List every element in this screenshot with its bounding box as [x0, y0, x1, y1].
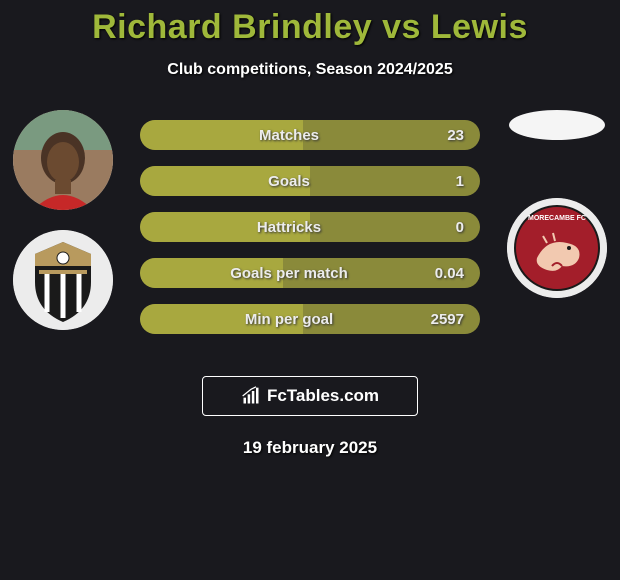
stat-label: Goals per match	[156, 265, 422, 282]
left-column	[8, 110, 118, 330]
morecambe-icon: MORECAMBE FC	[507, 198, 607, 298]
stat-value: 2597	[422, 311, 464, 328]
club-badge-left	[13, 230, 113, 330]
player-avatar-right-blank	[509, 110, 605, 140]
branding-text: FcTables.com	[267, 386, 379, 406]
stat-value: 0	[422, 219, 464, 236]
stat-bar: Goals per match0.04	[140, 258, 480, 288]
stat-bar: Hattricks0	[140, 212, 480, 242]
svg-text:MORECAMBE FC: MORECAMBE FC	[528, 215, 586, 222]
club-badge-right: MORECAMBE FC	[507, 198, 607, 298]
infographic-root: Richard Brindley vs Lewis Club competiti…	[0, 0, 620, 580]
stat-value: 23	[422, 127, 464, 144]
notts-county-icon	[13, 230, 113, 330]
player-avatar-left	[13, 110, 113, 210]
chart-icon	[241, 386, 261, 406]
stats-column: Matches23 Goals1 Hattricks0 Goals per match…	[140, 120, 480, 334]
stat-bar: Min per goal2597	[140, 304, 480, 334]
date-text: 19 february 2025	[243, 438, 377, 458]
stat-label: Goals	[156, 173, 422, 190]
stat-bar: Matches23	[140, 120, 480, 150]
right-column: MORECAMBE FC	[502, 110, 612, 298]
stat-label: Matches	[156, 127, 422, 144]
page-title: Richard Brindley vs Lewis	[0, 0, 620, 47]
branding-box[interactable]: FcTables.com	[202, 376, 418, 416]
stat-label: Hattricks	[156, 219, 422, 236]
stat-bar: Goals1	[140, 166, 480, 196]
stat-value: 0.04	[422, 265, 464, 282]
person-icon	[13, 110, 113, 210]
footer-block: FcTables.com 19 february 2025	[0, 352, 620, 458]
subtitle: Club competitions, Season 2024/2025	[0, 61, 620, 79]
stat-value: 1	[422, 173, 464, 190]
stat-label: Min per goal	[156, 311, 422, 328]
